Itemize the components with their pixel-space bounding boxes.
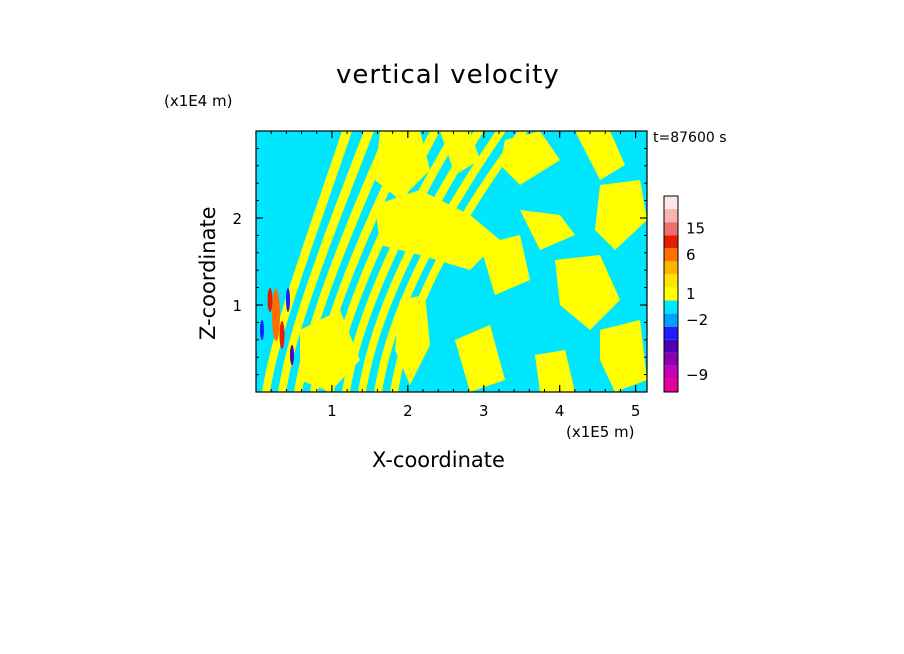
plot-frame — [255, 130, 648, 393]
colorbar-labels: 15 6 1 −2 −9 — [686, 220, 708, 384]
colorbar-swatch — [664, 313, 678, 327]
x-ticks: 1 2 3 4 5 — [270, 131, 641, 420]
z-axis-unit: (x1E4 m) — [164, 92, 233, 110]
wave-band — [278, 131, 374, 392]
x-tick-label: 3 — [479, 402, 489, 420]
colorbar-label: 15 — [686, 220, 705, 238]
colorbar-swatch — [664, 339, 678, 353]
colorbar-swatch — [664, 222, 678, 236]
strong-downdraft — [260, 320, 264, 340]
patch — [440, 131, 480, 175]
colorbar-swatch — [664, 261, 678, 275]
colorbar-swatch — [664, 287, 678, 301]
colorbar-swatch — [664, 248, 678, 262]
colorbar — [663, 195, 679, 393]
colorbar-swatch — [664, 352, 678, 366]
strong-downdraft — [286, 288, 290, 312]
velocity-field — [256, 131, 647, 392]
time-label: t=87600 s — [653, 130, 727, 146]
strong-updraft — [272, 289, 280, 341]
colorbar-label: −9 — [686, 366, 708, 384]
colorbar-swatch — [664, 274, 678, 288]
patch — [575, 131, 625, 180]
x-tick-label: 5 — [631, 402, 641, 420]
patch — [395, 295, 430, 385]
x-tick-label: 2 — [403, 402, 413, 420]
colorbar-swatch — [664, 365, 678, 379]
colorbar-label: −2 — [686, 311, 708, 329]
patch — [555, 255, 620, 330]
patch — [455, 325, 505, 392]
colorbar-swatch — [664, 326, 678, 340]
strong-updraft — [267, 288, 273, 312]
colorbar-swatch — [664, 209, 678, 223]
colorbar-label: 6 — [686, 246, 696, 264]
colorbar-frame — [663, 195, 679, 393]
patch — [375, 190, 500, 270]
patch — [600, 320, 647, 392]
strong-updraft — [279, 321, 285, 349]
colorbar-swatch — [664, 235, 678, 249]
patch — [535, 350, 575, 392]
wave-band — [262, 131, 352, 392]
x-axis-unit: (x1E5 m) — [566, 423, 635, 441]
colorbar-label: 1 — [686, 285, 696, 303]
x-tick-label: 4 — [555, 402, 565, 420]
chart-title: vertical velocity — [336, 60, 560, 90]
y-ticks: 12 — [232, 147, 647, 376]
patch — [300, 310, 360, 392]
colorbar-swatch — [664, 300, 678, 314]
y-tick-label: 1 — [232, 297, 242, 315]
wave-band — [374, 131, 506, 392]
y-tick-label: 2 — [232, 210, 242, 228]
wave-band — [358, 131, 484, 392]
patch — [500, 131, 560, 185]
patch — [595, 180, 647, 250]
strong-downdraft — [290, 345, 294, 365]
patch — [480, 235, 530, 295]
x-tick-label: 1 — [327, 402, 337, 420]
colorbar-swatch — [664, 378, 678, 392]
patch — [520, 210, 575, 250]
patch — [375, 131, 430, 200]
colorbar-swatch — [664, 196, 678, 210]
x-axis-label: X-coordinate — [372, 448, 505, 472]
